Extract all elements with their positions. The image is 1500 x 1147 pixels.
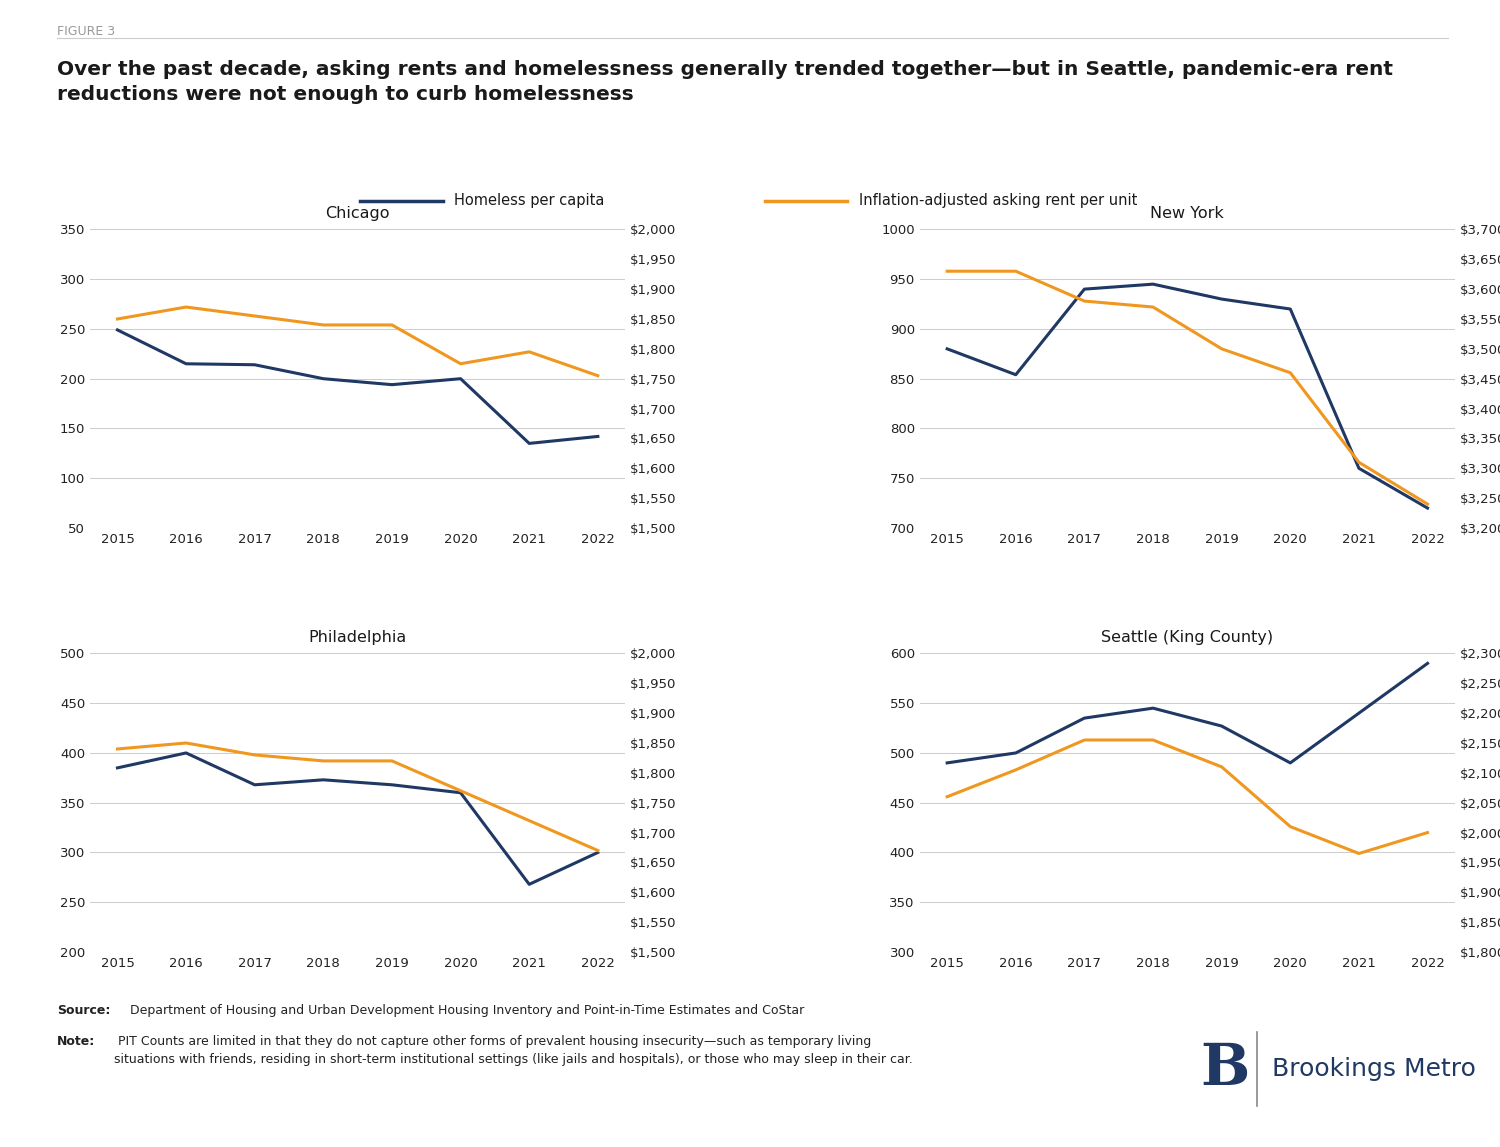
Text: Over the past decade, asking rents and homelessness generally trended together—b: Over the past decade, asking rents and h… (57, 60, 1394, 104)
Title: Seattle (King County): Seattle (King County) (1101, 631, 1274, 646)
Text: Inflation-adjusted asking rent per unit: Inflation-adjusted asking rent per unit (859, 193, 1138, 209)
Text: Brookings Metro: Brookings Metro (1272, 1058, 1476, 1080)
Text: Homeless per capita: Homeless per capita (454, 193, 604, 209)
Text: Department of Housing and Urban Development Housing Inventory and Point-in-Time : Department of Housing and Urban Developm… (126, 1004, 804, 1016)
Text: Note:: Note: (57, 1035, 96, 1047)
Text: Source:: Source: (57, 1004, 111, 1016)
Title: New York: New York (1150, 206, 1224, 221)
Title: Philadelphia: Philadelphia (309, 631, 407, 646)
Text: FIGURE 3: FIGURE 3 (57, 25, 116, 38)
Text: B: B (1200, 1041, 1249, 1097)
Text: PIT Counts are limited in that they do not capture other forms of prevalent hous: PIT Counts are limited in that they do n… (114, 1035, 912, 1066)
Title: Chicago: Chicago (326, 206, 390, 221)
